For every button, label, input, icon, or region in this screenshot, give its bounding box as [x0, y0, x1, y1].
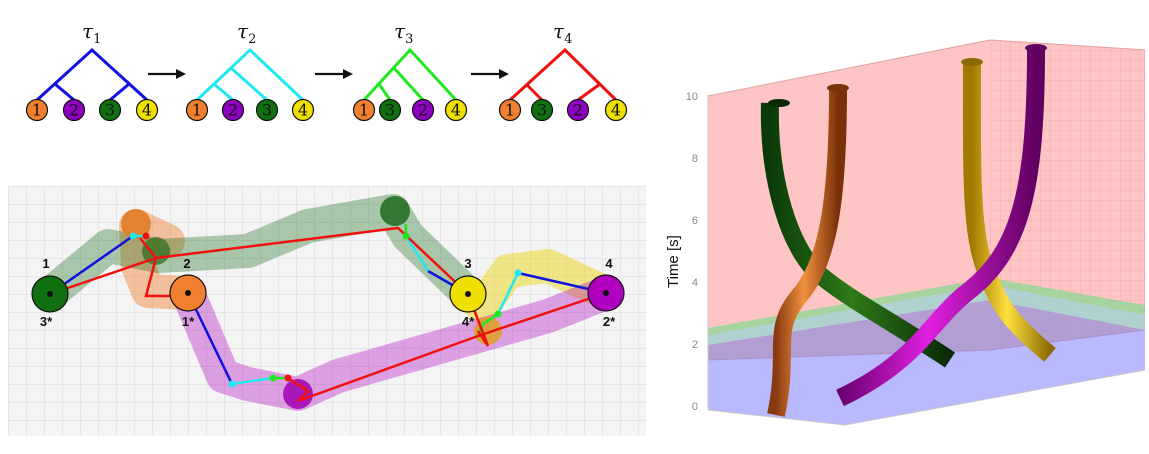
tick-2: 2 — [692, 339, 698, 351]
tree-tau1-leaf-4: 4 — [142, 101, 152, 120]
tick-8: 8 — [692, 153, 698, 165]
tree-tau2-leaf-2: 2 — [228, 101, 238, 120]
tick-0: 0 — [692, 401, 698, 413]
arrow-right-icon — [148, 69, 186, 79]
spacetime-3d-plot: 0 2 4 6 8 10 Time [s] — [665, 39, 1145, 426]
tree-tau4-leaf-3: 3 — [537, 101, 547, 120]
tree-tau4-leaf-4: 4 — [611, 101, 621, 120]
tree-tau2: τ2 1 2 3 4 — [185, 19, 315, 122]
z-axis: 0 2 4 6 8 10 Time [s] — [665, 91, 698, 413]
tick-4: 4 — [692, 277, 698, 289]
tree-tau4-leaf-2: 2 — [573, 101, 583, 120]
tree-tau3-leaf-4: 4 — [451, 101, 461, 120]
tree-tau1-leaf-3: 3 — [105, 101, 115, 120]
tree-tau1-label: τ1 — [82, 19, 101, 47]
agent-2: 2 1* — [169, 256, 207, 329]
tube-agent-magenta — [836, 44, 1047, 407]
agent-2-label: 2 — [183, 256, 190, 271]
tree-tau1: τ1 1 2 3 4 — [25, 19, 159, 122]
tree-tau4: τ4 1 3 2 4 — [498, 19, 628, 122]
agent-1-label: 1 — [42, 256, 49, 271]
arrow-right-icon — [315, 69, 353, 79]
band-tau3 — [708, 278, 1145, 335]
tree-tau1-leaf-2: 2 — [69, 101, 79, 120]
tree-tau3-leaf-2: 2 — [418, 101, 428, 120]
tree-tau3: τ3 1 3 2 4 — [352, 19, 468, 122]
agent-1: 1 3* — [31, 256, 69, 329]
arrow-right-icon — [471, 69, 509, 79]
agent-3-goal-label: 4* — [462, 314, 475, 329]
plan-view: 1 3* 2 1* 3 4* 4 2* — [8, 186, 646, 436]
agent-1-goal-label: 3* — [40, 314, 53, 329]
tree-tau2-leaf-3: 3 — [262, 101, 272, 120]
tree-tau4-label: τ4 — [553, 19, 572, 47]
agent-2-goal-label: 1* — [182, 314, 195, 329]
tree-tau2-leaf-1: 1 — [192, 101, 202, 120]
tree-tau3-leaf-3: 3 — [385, 101, 395, 120]
agent-3-label: 3 — [464, 256, 471, 271]
tree-tau3-label: τ3 — [394, 19, 413, 47]
agent-4: 4 2* — [587, 256, 625, 329]
agent-4-label: 4 — [605, 256, 613, 271]
agent-trail-magenta — [171, 276, 623, 411]
tree-tau4-leaf-1: 1 — [505, 101, 515, 120]
tree-tau2-label: τ2 — [237, 19, 256, 47]
z-axis-label: Time [s] — [665, 235, 682, 288]
tick-6: 6 — [692, 215, 698, 227]
tube-agent-orange — [767, 84, 849, 417]
tree-sequence: τ1 1 2 3 4 τ2 1 2 3 4 τ3 — [25, 19, 628, 122]
agent-4-goal-label: 2* — [603, 314, 616, 329]
tree-tau2-leaf-4: 4 — [298, 101, 308, 120]
tree-tau3-leaf-1: 1 — [359, 101, 369, 120]
band-tau2 — [708, 285, 1145, 345]
tree-tau1-leaf-1: 1 — [32, 101, 42, 120]
tick-10: 10 — [686, 91, 698, 103]
agent-3: 3 4* — [449, 256, 487, 329]
